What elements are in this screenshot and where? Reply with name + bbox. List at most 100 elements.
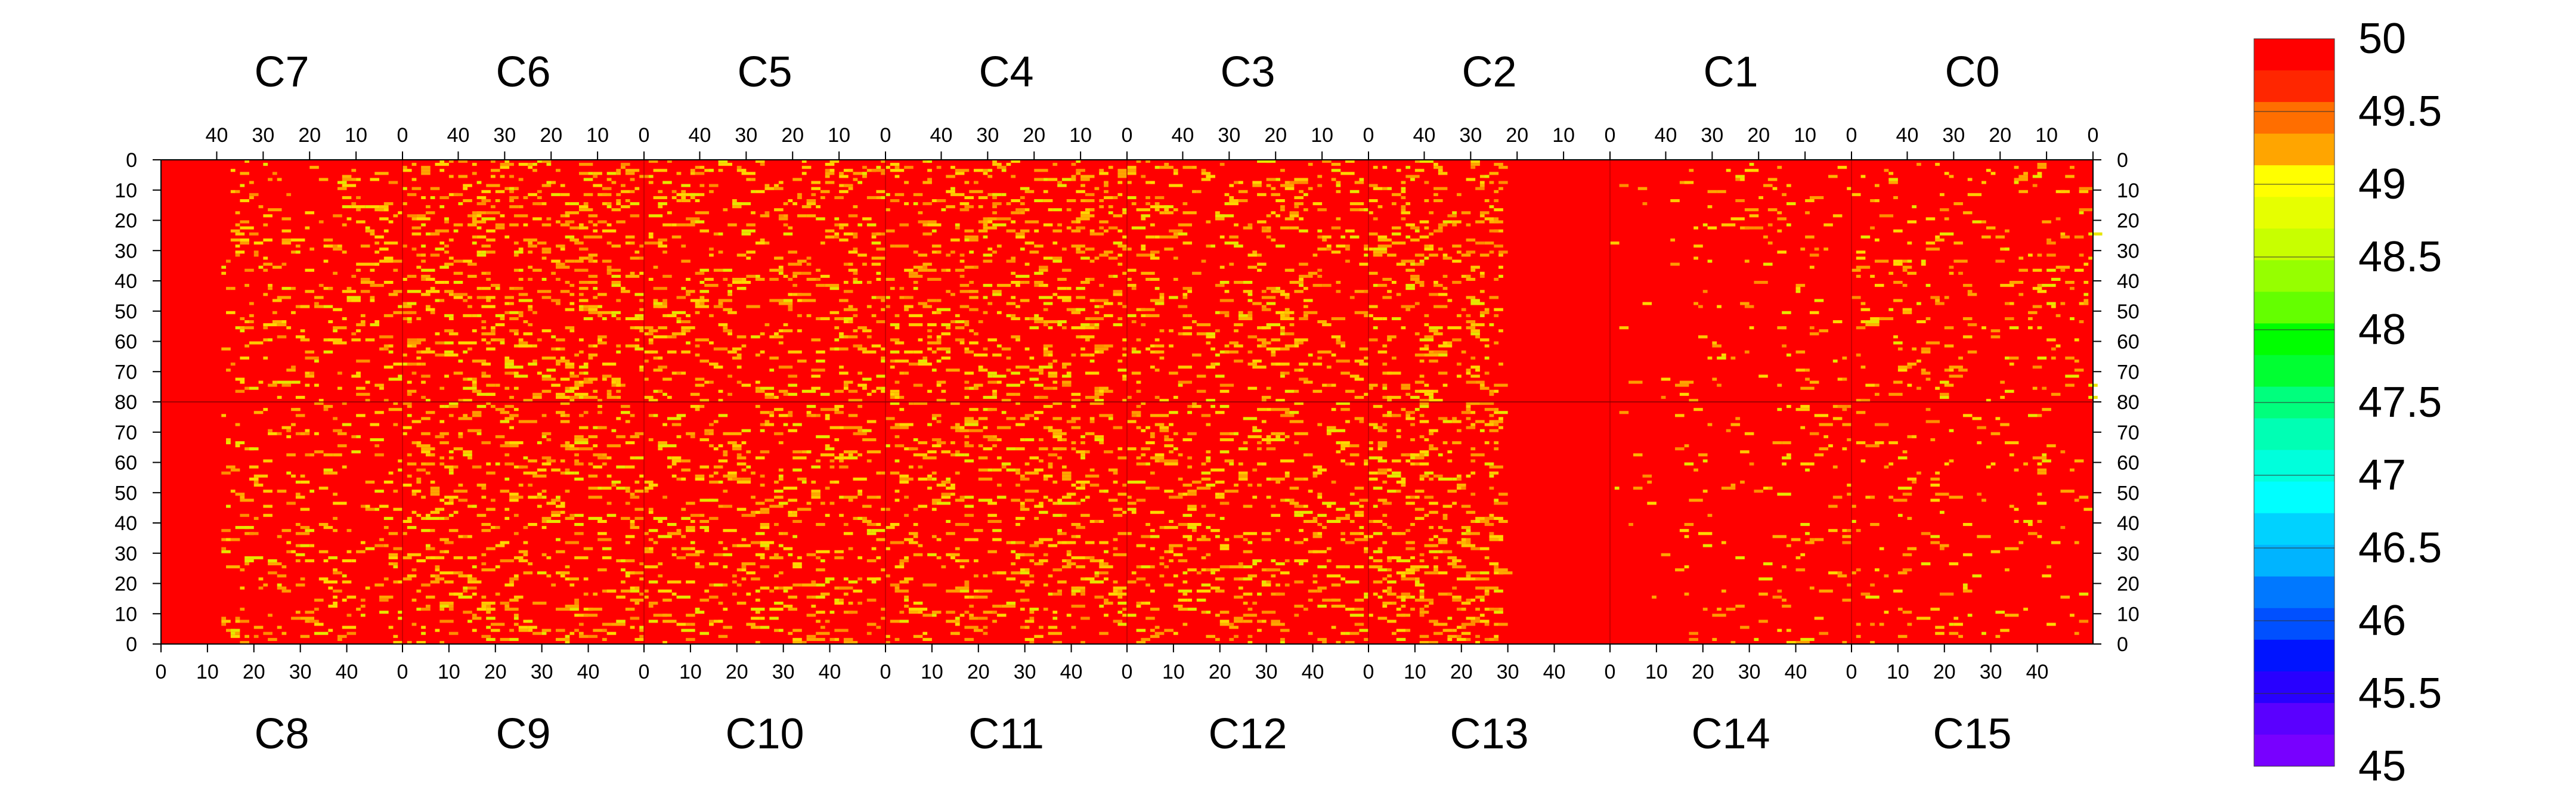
deviating-pixel (1080, 617, 1090, 620)
deviating-pixel (486, 402, 491, 405)
deviating-pixel (955, 314, 960, 317)
deviating-pixel (1939, 193, 1945, 196)
deviating-pixel (639, 634, 644, 638)
deviating-pixel (1127, 614, 1137, 617)
deviating-pixel (1076, 586, 1085, 590)
deviating-pixel (1902, 284, 1908, 287)
deviating-pixel (964, 453, 970, 457)
deviating-pixel (1466, 274, 1471, 278)
deviating-pixel (695, 166, 700, 169)
deviating-pixel (1099, 205, 1104, 209)
deviating-pixel (2037, 356, 2047, 360)
deviating-pixel (741, 429, 751, 432)
deviating-pixel (1958, 356, 1963, 360)
deviating-pixel (634, 432, 644, 435)
deviating-pixel (541, 432, 552, 435)
deviating-pixel (1006, 417, 1016, 420)
deviating-pixel (616, 383, 621, 387)
deviating-pixel (964, 504, 974, 508)
deviating-pixel (444, 314, 454, 317)
deviating-pixel (1169, 547, 1174, 550)
deviating-pixel (467, 377, 477, 381)
deviating-pixel (1359, 262, 1368, 266)
deviating-pixel (453, 592, 463, 596)
deviating-pixel (778, 544, 784, 547)
deviating-pixel (1707, 205, 1713, 209)
deviating-pixel (1011, 271, 1016, 275)
deviating-pixel (1001, 347, 1011, 351)
deviating-pixel (476, 250, 482, 254)
deviating-pixel (1247, 253, 1258, 257)
deviating-pixel (630, 190, 635, 193)
deviating-pixel (1127, 284, 1137, 287)
deviating-pixel (704, 432, 710, 435)
deviating-pixel (1466, 250, 1476, 254)
deviating-pixel (774, 408, 784, 411)
deviating-pixel (681, 628, 695, 632)
deviating-pixel (1925, 341, 1940, 345)
deviating-pixel (583, 317, 593, 320)
deviating-pixel (2079, 208, 2093, 212)
deviating-pixel (1234, 344, 1243, 348)
deviating-pixel (1303, 559, 1308, 562)
deviating-pixel (263, 583, 268, 587)
deviating-pixel (240, 329, 245, 333)
deviating-pixel (1280, 169, 1285, 172)
deviating-pixel (964, 637, 974, 641)
deviating-pixel (272, 311, 277, 314)
deviating-pixel (820, 196, 825, 199)
deviating-pixel (2051, 392, 2061, 396)
deviating-pixel (1043, 190, 1048, 193)
deviating-pixel (1466, 380, 1476, 384)
deviating-pixel (1419, 611, 1429, 614)
deviating-pixel (1164, 211, 1174, 215)
deviating-pixel (634, 347, 649, 351)
deviating-pixel (1261, 462, 1267, 466)
deviating-pixel (801, 480, 807, 484)
deviating-pixel (927, 553, 937, 556)
deviating-pixel (1099, 386, 1109, 390)
deviating-pixel (653, 356, 663, 360)
deviating-pixel (281, 238, 296, 242)
deviating-pixel (374, 172, 389, 175)
deviating-pixel (713, 366, 723, 369)
deviating-pixel (1061, 383, 1072, 387)
deviating-pixel (904, 305, 914, 308)
deviating-pixel (532, 344, 537, 348)
deviating-pixel (1141, 175, 1146, 178)
deviating-pixel (523, 420, 537, 423)
deviating-pixel (1150, 547, 1155, 550)
deviating-pixel (1224, 193, 1230, 196)
deviating-pixel (876, 577, 881, 581)
deviating-pixel (816, 435, 830, 438)
deviating-pixel (1182, 166, 1193, 169)
deviating-pixel (388, 408, 402, 411)
deviating-pixel (1145, 523, 1150, 527)
deviating-pixel (467, 504, 477, 508)
deviating-pixel (1893, 281, 1903, 284)
deviating-pixel (816, 284, 825, 287)
deviating-pixel (1113, 586, 1127, 590)
deviating-pixel (992, 196, 997, 199)
deviating-pixel (1201, 504, 1206, 508)
deviating-pixel (899, 423, 914, 426)
deviating-pixel (1015, 235, 1025, 239)
deviating-pixel (1294, 605, 1304, 608)
deviating-pixel (1340, 577, 1346, 581)
deviating-pixel (1071, 353, 1076, 357)
deviating-pixel (1136, 480, 1146, 484)
deviating-pixel (444, 262, 454, 266)
deviating-pixel (1080, 513, 1090, 517)
deviating-pixel (1150, 256, 1160, 260)
deviating-pixel (1795, 350, 1806, 354)
deviating-pixel (1257, 338, 1267, 342)
deviating-pixel (1080, 281, 1090, 284)
deviating-pixel (736, 202, 751, 206)
deviating-pixel (2070, 317, 2075, 320)
deviating-pixel (630, 456, 635, 460)
deviating-pixel (578, 172, 589, 175)
deviating-pixel (634, 637, 644, 641)
deviating-pixel (843, 232, 853, 236)
deviating-pixel (1048, 499, 1053, 502)
